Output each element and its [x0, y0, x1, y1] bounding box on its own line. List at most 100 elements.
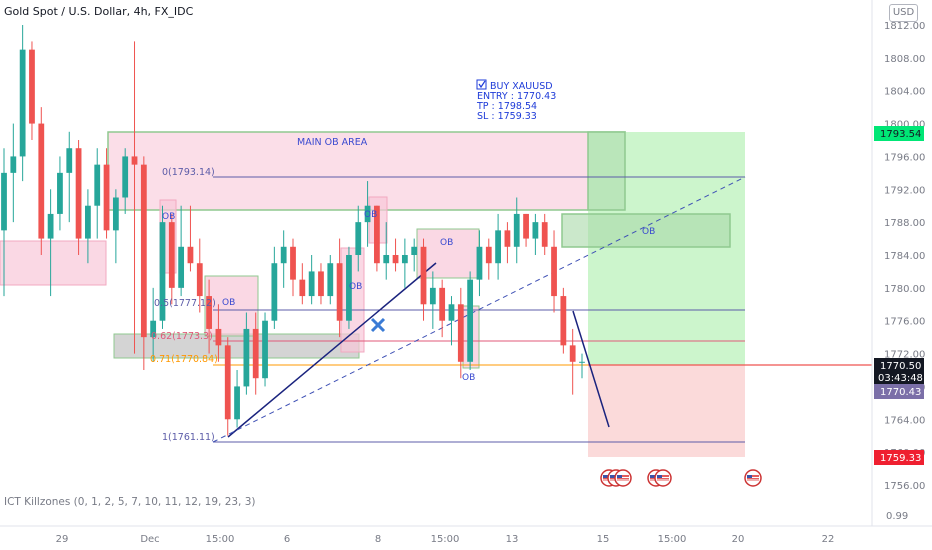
y-tick-label: 1756.00: [884, 481, 925, 492]
candle-body: [196, 263, 203, 297]
news-icons[interactable]: [600, 469, 762, 487]
candle-body: [476, 246, 483, 280]
x-tick-label: 13: [506, 534, 519, 545]
check-box-icon: [476, 79, 487, 90]
candle-body: [262, 320, 268, 379]
x-tick-label: 22: [822, 534, 835, 545]
candle-body: [280, 246, 287, 264]
trade-line-3: TP : 1798.54: [476, 101, 537, 112]
x-tick-label: 6: [284, 534, 290, 545]
ob-zone-lower: [204, 275, 259, 337]
candle-body: [523, 213, 529, 239]
candle-body: [19, 49, 26, 157]
candle-body: [57, 172, 63, 214]
candle-body: [374, 205, 380, 264]
ob-label-3: OB: [364, 210, 377, 220]
ob-label-5: OB: [440, 238, 453, 248]
y-tick-label: 1784.00: [884, 251, 925, 262]
ob-label-2: OB: [222, 298, 235, 308]
ob-label-1: OB: [162, 212, 175, 222]
x-tick-label: 15:00: [206, 534, 235, 545]
candle-body: [122, 156, 129, 198]
candle-body: [346, 255, 352, 321]
candle-body: [29, 49, 35, 124]
candle-body: [569, 345, 576, 362]
candle-body: [504, 230, 511, 247]
candle-body: [579, 361, 585, 363]
zones-layer: [0, 131, 745, 457]
x-tick-label: 15:00: [658, 534, 687, 545]
trend-line-up: [227, 262, 437, 438]
y-tick-label: 1808.00: [884, 54, 925, 65]
candle-body: [215, 328, 222, 346]
candle-body: [243, 328, 250, 387]
us-flag-icon[interactable]: [614, 469, 632, 487]
time-axis[interactable]: 29 Dec 15:00 6 8 15:00 13 15 15:00 20 22: [56, 534, 835, 545]
y-tick-label: 1764.00: [884, 415, 925, 426]
trade-line-2: ENTRY : 1770.43: [477, 91, 556, 102]
x-tick-label: 15: [597, 534, 610, 545]
candle-body: [290, 246, 296, 280]
y-tick-label: 1776.00: [884, 317, 925, 328]
stop-zone: [588, 365, 745, 457]
candle-body: [187, 246, 194, 264]
candle-body: [10, 156, 17, 173]
main-ob-zone: [107, 131, 626, 211]
fib-label-0: 0(1793.14): [162, 167, 215, 178]
candle-body: [336, 263, 343, 321]
candle-body: [299, 279, 306, 297]
candle-body: [541, 222, 548, 247]
candle-body: [429, 287, 436, 305]
sl-price-tag: [874, 450, 924, 465]
candle-body: [159, 222, 166, 321]
fib-label-1: 1(1761.11): [162, 432, 215, 443]
trade-info: BUY XAUUSD ENTRY : 1770.43 TP : 1798.54 …: [476, 79, 556, 122]
candle-body: [112, 197, 119, 231]
candle-body: [467, 279, 474, 362]
trade-line-4: SL : 1759.33: [477, 111, 537, 122]
fib-label-062: 0.62(1773.3): [151, 331, 213, 342]
x-tick-label: 8: [375, 534, 381, 545]
tp-price-tag: [874, 126, 924, 141]
candle-body: [327, 263, 334, 297]
trade-line-1: BUY XAUUSD: [490, 81, 553, 92]
candle-body: [411, 246, 418, 255]
candle-body: [551, 246, 557, 297]
candle-body: [252, 328, 259, 379]
annotations-layer: MAIN OB AREA OB OB OB OB OB OB OB 0(1793…: [150, 137, 655, 443]
y-tick-label: 1800.00: [884, 120, 925, 131]
entry-price-text: 1770.43: [880, 387, 921, 398]
candle-body: [308, 271, 315, 297]
candle-body: [439, 287, 446, 321]
candle-body: [513, 213, 520, 247]
y-tick-label: 1804.00: [884, 87, 925, 98]
candle-body: [355, 222, 362, 255]
x-tick-label: Dec: [140, 534, 159, 545]
candle-body: [131, 156, 138, 165]
currency-button[interactable]: USD: [889, 4, 918, 22]
y-tick-label: 1792.00: [884, 185, 925, 196]
indicator-label[interactable]: ICT Killzones (0, 1, 2, 5, 7, 10, 11, 12…: [4, 496, 256, 508]
y-tick-label: 1796.00: [884, 152, 925, 163]
candle-body: [401, 255, 408, 264]
y-tick-label: 1772.00: [884, 350, 925, 361]
us-flag-icon[interactable]: [744, 469, 762, 487]
entry-price-tag: [874, 384, 924, 399]
fib-label-071: 0.71(1770.84): [150, 354, 218, 365]
candle-body: [420, 246, 427, 305]
candle-body: [66, 148, 73, 173]
ob-label-4: OB: [349, 282, 362, 292]
candle-body: [318, 271, 324, 297]
projection-line: [572, 310, 610, 428]
main-ob-label: MAIN OB AREA: [297, 137, 368, 148]
candle-body: [140, 164, 147, 338]
sl-price-text: 1759.33: [880, 453, 921, 464]
check-mark-icon: [478, 80, 486, 89]
current-price-tag: [874, 358, 924, 384]
ob-label-6: OB: [462, 373, 475, 383]
axis-price-labels: 1793.54 1770.50 03:43:48 1770.43 1759.33…: [874, 126, 924, 522]
candle-body: [85, 205, 91, 239]
candle-body: [457, 304, 464, 362]
us-flag-icon[interactable]: [654, 469, 672, 487]
